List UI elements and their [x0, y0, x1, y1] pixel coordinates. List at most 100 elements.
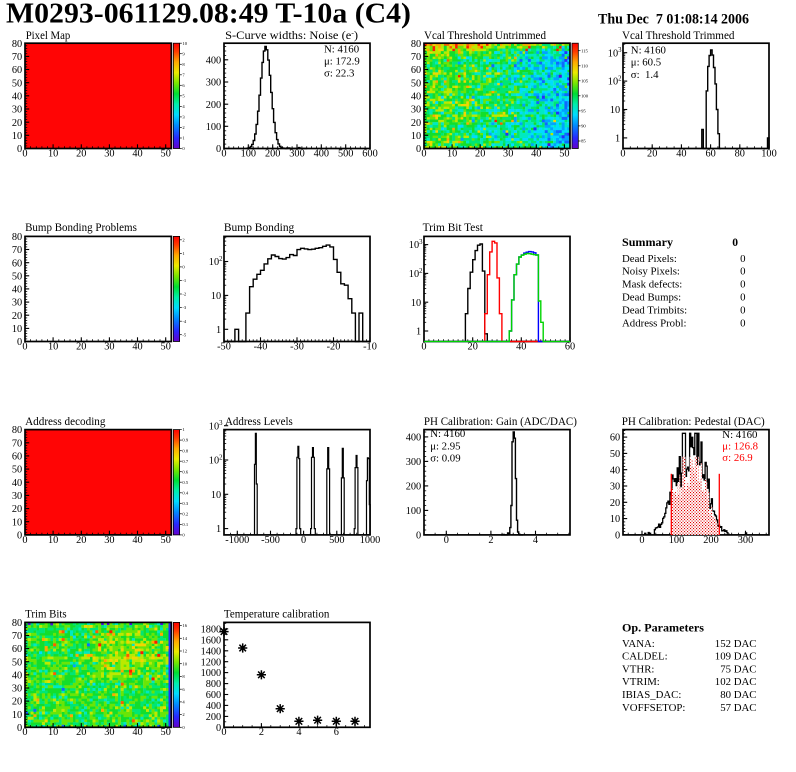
svg-text:10: 10 — [610, 105, 620, 116]
svg-text:0: 0 — [17, 531, 22, 542]
svg-text:300: 300 — [406, 457, 421, 468]
svg-text:50: 50 — [161, 727, 171, 738]
svg-text:μ: 2.95: μ: 2.95 — [430, 441, 460, 453]
svg-text:Dead Trimbits:: Dead Trimbits: — [622, 304, 687, 316]
svg-text:20: 20 — [468, 341, 478, 352]
svg-text:40: 40 — [12, 285, 22, 296]
svg-text:VTRIM:: VTRIM: — [622, 676, 660, 688]
svg-text:N: 4160: N: 4160 — [430, 428, 465, 440]
svg-text:1: 1 — [182, 427, 185, 432]
svg-text:100: 100 — [761, 148, 776, 159]
svg-text:0: 0 — [182, 533, 185, 538]
svg-text:80: 80 — [12, 618, 22, 629]
svg-text:0.8: 0.8 — [182, 448, 188, 453]
svg-text:80: 80 — [12, 232, 22, 243]
svg-text:40: 40 — [610, 465, 620, 476]
svg-text:30: 30 — [12, 298, 22, 309]
svg-text:7: 7 — [182, 72, 185, 77]
svg-text:N: 4160: N: 4160 — [722, 429, 757, 441]
svg-text:9: 9 — [182, 51, 185, 56]
svg-text:-5: -5 — [182, 332, 187, 337]
svg-text:0: 0 — [182, 265, 185, 270]
svg-text:Vcal Threshold Trimmed: Vcal Threshold Trimmed — [622, 29, 735, 42]
svg-text:-30: -30 — [290, 341, 304, 352]
svg-text:0: 0 — [615, 531, 620, 542]
svg-text:300: 300 — [289, 148, 304, 159]
svg-text:2: 2 — [488, 535, 493, 546]
svg-text:Dead Pixels:: Dead Pixels: — [622, 253, 677, 265]
svg-text:0.9: 0.9 — [182, 438, 188, 443]
svg-text:300: 300 — [206, 78, 221, 89]
svg-text:2: 2 — [182, 125, 185, 130]
svg-text:σ: 0.09: σ: 0.09 — [430, 452, 460, 464]
svg-text:50: 50 — [610, 449, 620, 460]
svg-text:400: 400 — [206, 701, 221, 712]
svg-text:0: 0 — [22, 148, 27, 159]
svg-text:40: 40 — [531, 148, 541, 159]
svg-text:0: 0 — [740, 253, 745, 265]
svg-text:95: 95 — [581, 109, 586, 114]
svg-text:0.6: 0.6 — [182, 469, 188, 474]
svg-text:CALDEL:: CALDEL: — [622, 651, 668, 663]
svg-text:400: 400 — [314, 148, 329, 159]
svg-text:Mask defects:: Mask defects: — [622, 279, 682, 291]
svg-text:400: 400 — [206, 55, 221, 66]
svg-text:0: 0 — [17, 144, 22, 155]
svg-text:-2: -2 — [182, 292, 187, 297]
svg-text:30: 30 — [104, 148, 114, 159]
svg-text:16: 16 — [182, 623, 187, 628]
svg-text:10: 10 — [48, 535, 58, 546]
svg-text:30: 30 — [411, 105, 421, 116]
svg-text:20: 20 — [76, 727, 86, 738]
svg-text:10: 10 — [48, 727, 58, 738]
svg-text:-20: -20 — [327, 341, 341, 352]
svg-text:60: 60 — [12, 65, 22, 76]
svg-text:110: 110 — [581, 63, 588, 68]
svg-text:100: 100 — [241, 148, 256, 159]
svg-text:Thu Dec 7 01:08:14 2006: Thu Dec 7 01:08:14 2006 — [598, 11, 749, 27]
svg-text:70: 70 — [12, 52, 22, 63]
svg-text:1: 1 — [182, 136, 185, 141]
svg-text:-3: -3 — [182, 305, 187, 310]
svg-text:10: 10 — [12, 324, 22, 335]
svg-text:50: 50 — [12, 271, 22, 282]
svg-text:40: 40 — [12, 478, 22, 489]
svg-text:Address Levels: Address Levels — [225, 415, 293, 428]
svg-text:60: 60 — [12, 258, 22, 269]
svg-text:Address Probl:: Address Probl: — [622, 317, 686, 329]
svg-text:60: 60 — [565, 341, 575, 352]
svg-text:1200: 1200 — [201, 657, 222, 668]
svg-text:40: 40 — [411, 91, 421, 102]
svg-text:-40: -40 — [254, 341, 268, 352]
svg-text:100: 100 — [581, 93, 589, 98]
svg-text:57 DAC: 57 DAC — [720, 702, 756, 714]
svg-text:0: 0 — [216, 723, 221, 734]
svg-text:20: 20 — [12, 118, 22, 129]
svg-text:20: 20 — [475, 148, 485, 159]
svg-text:Dead Bumps:: Dead Bumps: — [622, 292, 681, 304]
svg-text:10: 10 — [48, 148, 58, 159]
svg-text:IBIAS_DAC:: IBIAS_DAC: — [622, 689, 681, 701]
svg-text:0.7: 0.7 — [182, 459, 188, 464]
svg-text:80: 80 — [735, 148, 745, 159]
svg-text:60: 60 — [705, 148, 715, 159]
svg-text:0: 0 — [639, 535, 644, 546]
svg-text:0.1: 0.1 — [182, 522, 188, 527]
svg-text:0: 0 — [421, 148, 426, 159]
svg-text:0: 0 — [22, 535, 27, 546]
svg-text:Bump Bonding: Bump Bonding — [224, 221, 295, 234]
svg-text:0.2: 0.2 — [182, 511, 188, 516]
svg-text:400: 400 — [406, 433, 421, 444]
svg-text:0: 0 — [620, 148, 625, 159]
svg-text:30: 30 — [12, 491, 22, 502]
svg-text:σ: 1.4: σ: 1.4 — [631, 69, 659, 81]
svg-text:6: 6 — [182, 687, 185, 692]
svg-text:4: 4 — [296, 727, 301, 738]
svg-text:Pixel Map: Pixel Map — [26, 29, 71, 42]
svg-text:85: 85 — [581, 139, 586, 144]
svg-text:N: 4160: N: 4160 — [324, 43, 359, 55]
svg-text:Vcal Threshold Untrimmed: Vcal Threshold Untrimmed — [424, 29, 546, 42]
svg-text:10: 10 — [411, 298, 421, 309]
svg-text:0: 0 — [444, 535, 449, 546]
svg-text:50: 50 — [12, 78, 22, 89]
